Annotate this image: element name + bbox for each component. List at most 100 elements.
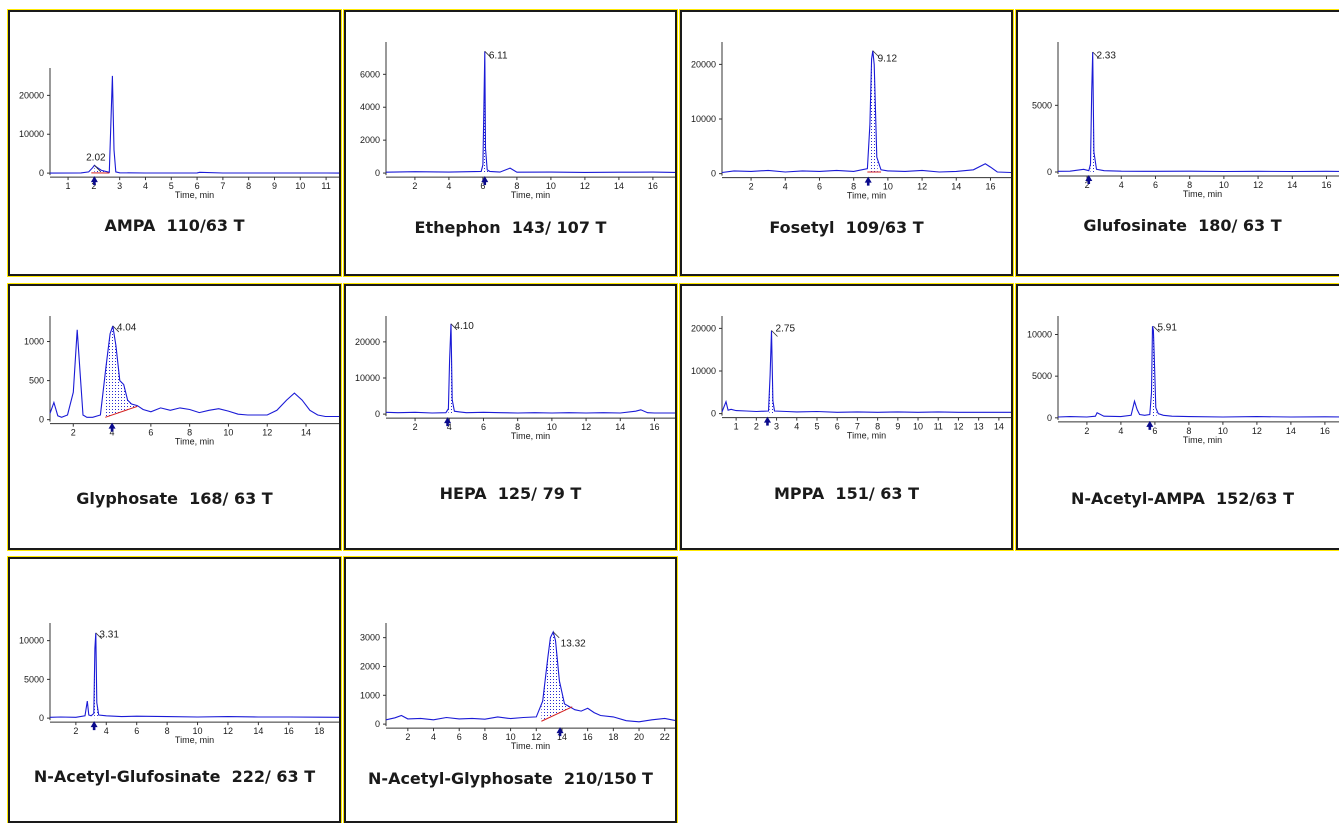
x-tick-label: 11 (321, 181, 330, 191)
y-tick-label: 10000 (19, 129, 44, 139)
peak-retention-label: 6.11 (489, 51, 508, 62)
x-tick-label: 1 (66, 181, 71, 191)
retention-marker-stem (93, 726, 96, 730)
x-tick-label: 14 (557, 732, 567, 742)
retention-marker-stem (559, 732, 562, 736)
x-tick-label: 16 (648, 181, 658, 191)
x-tick-label: 6 (148, 428, 153, 438)
panel-caption: Fosetyl 109/63 T (682, 218, 1011, 237)
x-axis-label: Time, min (511, 190, 550, 200)
x-tick-label: 2 (412, 181, 417, 191)
chromatogram-trace (386, 632, 675, 722)
x-tick-label: 6 (817, 182, 822, 192)
x-tick-label: 2 (1084, 426, 1089, 436)
x-tick-label: 14 (1286, 426, 1296, 436)
y-tick-label: 4000 (360, 102, 380, 112)
panel-caption: Ethephon 143/ 107 T (346, 218, 675, 237)
x-axis-label: Time, min (1183, 189, 1222, 199)
x-tick-label: 13 (974, 422, 984, 432)
y-tick-label: 2000 (360, 661, 380, 671)
x-tick-label: 5 (169, 181, 174, 191)
x-tick-label: 12 (581, 422, 591, 432)
x-tick-label: 20 (634, 732, 644, 742)
x-tick-label: 6 (134, 726, 139, 736)
panel-caption: MPPA 151/ 63 T (682, 484, 1011, 503)
y-tick-label: 10000 (355, 373, 380, 383)
peak-retention-label: 4.10 (454, 321, 474, 332)
retention-marker-stem (766, 422, 769, 426)
y-tick-label: 500 (29, 376, 44, 386)
x-tick-label: 7 (220, 181, 225, 191)
x-tick-label: 6 (1153, 180, 1158, 190)
x-tick-label: 12 (917, 182, 927, 192)
peak-retention-label: 2.02 (86, 152, 106, 163)
x-tick-label: 4 (143, 181, 148, 191)
x-tick-label: 12 (953, 422, 963, 432)
peak-retention-label: 2.33 (1096, 51, 1116, 62)
retention-marker-stem (446, 422, 449, 426)
y-tick-label: 20000 (691, 323, 716, 333)
x-tick-label: 3 (117, 181, 122, 191)
x-tick-label: 4 (783, 182, 788, 192)
x-axis-label: Time, min (175, 437, 214, 446)
x-tick-label: 14 (301, 428, 311, 438)
x-axis-label: Time, min (511, 741, 550, 749)
x-tick-label: 14 (994, 422, 1004, 432)
retention-marker-stem (483, 181, 486, 185)
x-tick-label: 9 (272, 181, 277, 191)
x-tick-label: 4 (446, 181, 451, 191)
x-tick-label: 16 (1321, 180, 1331, 190)
y-tick-label: 3000 (360, 633, 380, 643)
panel-caption: Glufosinate 180/ 63 T (1018, 216, 1339, 235)
x-tick-label: 2 (749, 182, 754, 192)
y-tick-label: 10000 (1027, 330, 1052, 340)
y-tick-label: 6000 (360, 69, 380, 79)
y-tick-label: 1000 (360, 690, 380, 700)
x-axis-label: Time, min (511, 431, 550, 441)
chromatogram-trace (386, 51, 675, 172)
peak-retention-label: 3.31 (99, 630, 119, 641)
x-tick-label: 1 (734, 422, 739, 432)
x-tick-label: 12 (223, 726, 233, 736)
x-tick-label: 6 (835, 422, 840, 432)
x-tick-label: 9 (895, 422, 900, 432)
x-tick-label: 2 (73, 726, 78, 736)
x-tick-label: 10 (913, 422, 923, 432)
y-tick-label: 10000 (691, 366, 716, 376)
y-tick-label: 0 (375, 409, 380, 419)
x-axis-label: Time, min (175, 735, 214, 745)
x-tick-label: 4 (1119, 180, 1124, 190)
y-tick-label: 0 (711, 169, 716, 179)
retention-marker-stem (93, 181, 96, 185)
x-tick-label: 2 (71, 428, 76, 438)
y-tick-label: 5000 (24, 674, 44, 684)
x-tick-label: 8 (165, 726, 170, 736)
x-axis-label: Time, min (1183, 435, 1222, 445)
panel-caption: N-Acetyl-Glyphosate 210/150 T (346, 769, 675, 788)
peak-retention-label: 5.91 (1157, 322, 1177, 333)
retention-marker-stem (867, 182, 870, 186)
chromatogram-trace (1058, 52, 1339, 172)
chromatogram-trace (722, 331, 1011, 413)
y-tick-label: 0 (375, 168, 380, 178)
y-tick-label: 2000 (360, 135, 380, 145)
x-tick-label: 2 (754, 422, 759, 432)
chromatogram-trace (50, 326, 339, 417)
x-tick-label: 10 (295, 181, 305, 191)
x-tick-label: 22 (660, 732, 670, 742)
panel-caption: AMPA 110/63 T (10, 216, 339, 235)
x-tick-label: 8 (246, 181, 251, 191)
